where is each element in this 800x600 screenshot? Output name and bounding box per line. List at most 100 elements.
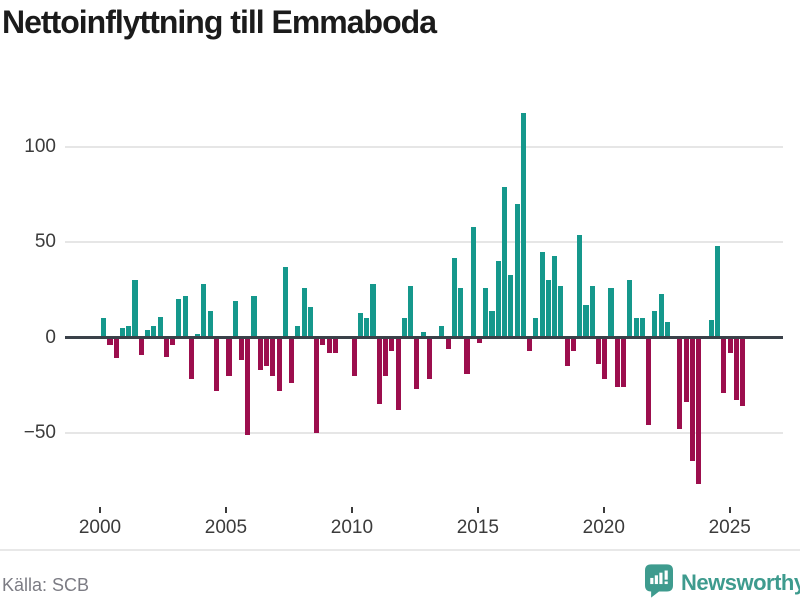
bar-2014-q1 bbox=[451, 257, 457, 338]
brand-name: Newsworthy bbox=[681, 570, 800, 595]
newsworthy-icon bbox=[645, 564, 673, 598]
bar-2021-q4 bbox=[646, 337, 652, 426]
bar-2008-q1 bbox=[301, 288, 307, 338]
bar-2010-q2 bbox=[357, 312, 364, 338]
bar-2017-q2 bbox=[533, 318, 539, 338]
bar-2022-q2 bbox=[658, 293, 664, 338]
bar-2011-q4 bbox=[395, 337, 401, 410]
bar-2024-q4 bbox=[721, 337, 727, 393]
x-tick-label-2020: 2020 bbox=[582, 517, 625, 538]
gridline--50 bbox=[65, 431, 783, 434]
bar-2008-q3 bbox=[314, 337, 320, 433]
bar-2001-q2 bbox=[132, 280, 138, 338]
bar-2007-q3 bbox=[289, 337, 295, 384]
bar-2025-q3 bbox=[740, 337, 746, 407]
y-tick-label-0: 0 bbox=[45, 326, 56, 348]
y-tick-label-50: 50 bbox=[34, 231, 56, 253]
bar-2016-q3 bbox=[514, 204, 520, 338]
y-tick-label-100: 100 bbox=[24, 136, 56, 158]
bar-2001-q1 bbox=[126, 326, 132, 338]
bar-2005-q3 bbox=[238, 337, 245, 361]
bar-2012-q1 bbox=[401, 318, 407, 338]
bar-2021-q3 bbox=[639, 318, 645, 338]
bar-2004-q1 bbox=[201, 284, 207, 338]
bar-2003-q4 bbox=[195, 333, 201, 338]
bar-2015-q3 bbox=[489, 310, 495, 338]
bar-2012-q4 bbox=[420, 331, 426, 338]
bar-2023-q2 bbox=[683, 337, 689, 403]
bar-2002-q1 bbox=[151, 326, 157, 338]
gridline-100 bbox=[65, 146, 783, 149]
bar-2019-q4 bbox=[595, 337, 602, 365]
bar-2019-q2 bbox=[583, 305, 589, 338]
bar-2019-q1 bbox=[577, 234, 583, 338]
bar-2024-q3 bbox=[714, 246, 721, 338]
bar-2024-q2 bbox=[708, 320, 714, 338]
x-tick-label-2010: 2010 bbox=[330, 517, 374, 538]
bar-2015-q4 bbox=[495, 261, 501, 338]
bar-2001-q4 bbox=[144, 329, 151, 338]
bar-2020-q4 bbox=[621, 337, 627, 387]
bar-2012-q3 bbox=[414, 337, 420, 389]
bar-2021-q2 bbox=[633, 318, 639, 338]
bar-2000-q2 bbox=[107, 337, 113, 346]
bar-2009-q1 bbox=[326, 337, 332, 353]
x-tick-label-2025: 2025 bbox=[708, 517, 751, 538]
gridline-50 bbox=[65, 241, 783, 244]
bar-2002-q2 bbox=[157, 316, 163, 338]
x-tick-label-2005: 2005 bbox=[204, 517, 248, 538]
bar-2004-q3 bbox=[213, 337, 219, 391]
bar-2007-q2 bbox=[282, 267, 288, 338]
zero-axis-line bbox=[65, 336, 783, 339]
bar-2015-q1 bbox=[476, 337, 483, 344]
x-tick-2000 bbox=[99, 507, 101, 513]
bar-2020-q3 bbox=[614, 337, 620, 387]
bar-2019-q3 bbox=[589, 286, 595, 338]
bar-2016-q1 bbox=[502, 187, 508, 338]
bar-2025-q2 bbox=[733, 337, 739, 401]
x-tick-2025 bbox=[728, 507, 731, 513]
bar-2017-q1 bbox=[527, 337, 533, 351]
bar-2018-q1 bbox=[552, 255, 558, 338]
bar-2025-q1 bbox=[727, 337, 733, 353]
bar-2008-q4 bbox=[320, 337, 326, 346]
bar-2007-q1 bbox=[276, 337, 282, 391]
bar-2011-q1 bbox=[376, 337, 382, 405]
x-tick-2015 bbox=[476, 507, 479, 513]
bar-2018-q3 bbox=[564, 337, 570, 367]
bar-2005-q2 bbox=[232, 301, 238, 338]
bar-2001-q3 bbox=[138, 337, 144, 355]
x-tick-label-2000: 2000 bbox=[78, 517, 122, 538]
bar-2006-q4 bbox=[270, 337, 276, 376]
bar-2004-q2 bbox=[207, 310, 213, 338]
bar-2011-q3 bbox=[389, 337, 395, 351]
bar-2021-q1 bbox=[627, 280, 633, 338]
bar-2022-q3 bbox=[664, 322, 670, 338]
bar-2015-q2 bbox=[483, 288, 489, 338]
bar-2000-q4 bbox=[119, 327, 126, 338]
bar-2016-q4 bbox=[520, 112, 526, 338]
x-tick-2005 bbox=[224, 507, 227, 513]
bar-2020-q1 bbox=[602, 337, 608, 380]
bar-2023-q3 bbox=[689, 337, 695, 462]
newsworthy-logo: Newsworthy bbox=[645, 562, 800, 600]
bar-2002-q3 bbox=[163, 337, 169, 357]
bar-2003-q2 bbox=[182, 295, 188, 338]
bar-2007-q4 bbox=[295, 326, 301, 338]
bar-2008-q2 bbox=[307, 307, 313, 338]
bar-2014-q3 bbox=[464, 337, 470, 374]
bar-2013-q3 bbox=[439, 326, 445, 338]
bar-2010-q4 bbox=[370, 284, 376, 338]
bar-2023-q1 bbox=[677, 337, 683, 429]
bar-2014-q4 bbox=[470, 227, 476, 338]
bar-2003-q1 bbox=[176, 299, 182, 338]
bar-2003-q3 bbox=[188, 337, 194, 380]
bar-2012-q2 bbox=[408, 286, 414, 338]
bar-2002-q4 bbox=[170, 337, 176, 346]
bar-2013-q4 bbox=[445, 337, 451, 349]
x-tick-label-2015: 2015 bbox=[456, 517, 499, 538]
bar-2006-q1 bbox=[251, 295, 257, 338]
bar-2018-q4 bbox=[570, 337, 576, 351]
